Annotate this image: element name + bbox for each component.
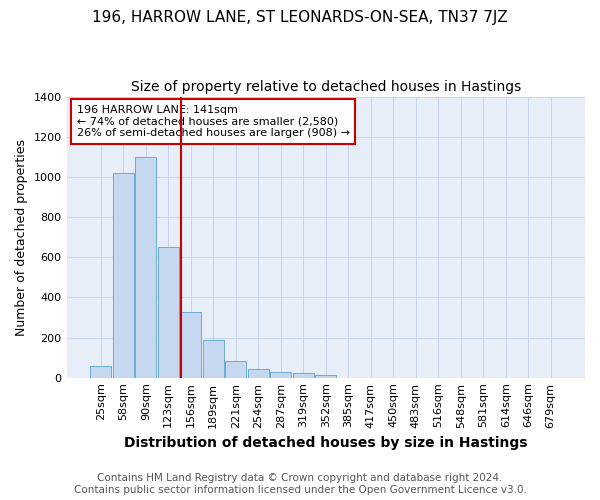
Text: 196 HARROW LANE: 141sqm
← 74% of detached houses are smaller (2,580)
26% of semi: 196 HARROW LANE: 141sqm ← 74% of detache… — [77, 105, 350, 138]
Bar — [135, 157, 157, 378]
Bar — [158, 247, 179, 378]
Text: Contains HM Land Registry data © Crown copyright and database right 2024.
Contai: Contains HM Land Registry data © Crown c… — [74, 474, 526, 495]
Bar — [293, 374, 314, 378]
Bar — [180, 312, 202, 378]
Title: Size of property relative to detached houses in Hastings: Size of property relative to detached ho… — [131, 80, 521, 94]
Bar — [248, 368, 269, 378]
Bar — [225, 360, 247, 378]
Bar — [203, 340, 224, 378]
Bar — [315, 374, 337, 378]
Bar — [270, 372, 292, 378]
Bar — [113, 173, 134, 378]
Text: 196, HARROW LANE, ST LEONARDS-ON-SEA, TN37 7JZ: 196, HARROW LANE, ST LEONARDS-ON-SEA, TN… — [92, 10, 508, 25]
X-axis label: Distribution of detached houses by size in Hastings: Distribution of detached houses by size … — [124, 436, 527, 450]
Bar — [90, 366, 112, 378]
Y-axis label: Number of detached properties: Number of detached properties — [15, 138, 28, 336]
